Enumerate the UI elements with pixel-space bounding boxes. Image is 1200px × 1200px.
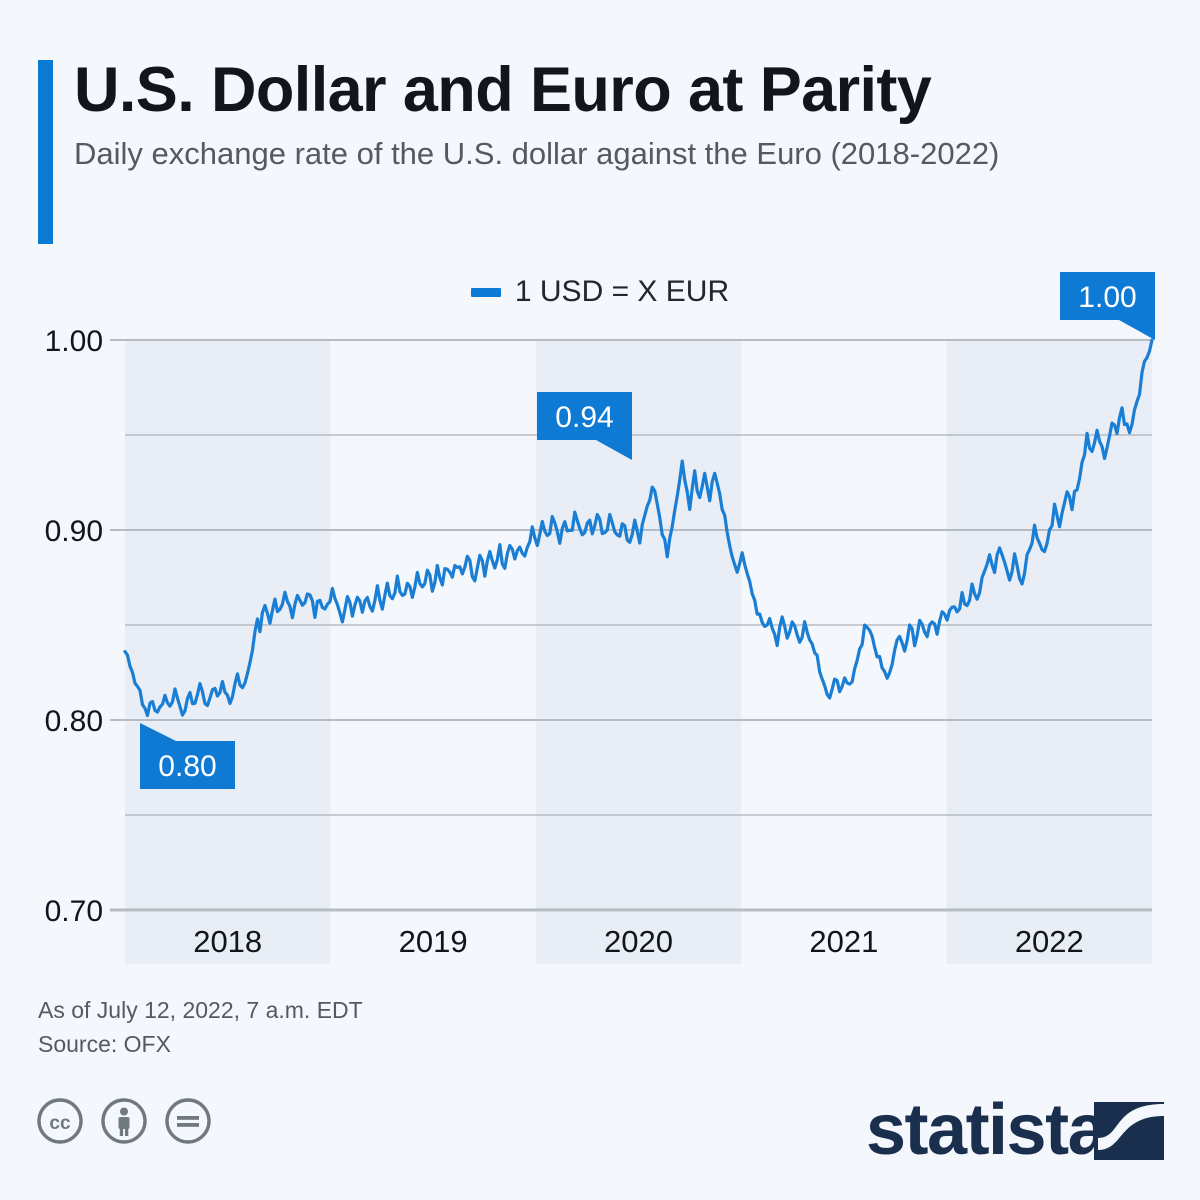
x-tick-label: 2021 xyxy=(809,924,878,959)
page-title: U.S. Dollar and Euro at Parity xyxy=(74,55,932,125)
y-axis-ticks: 0.70 0.80 0.90 1.00 xyxy=(45,325,125,928)
value-callouts: 0.800.941.00 xyxy=(140,272,1155,789)
license-icons: cc xyxy=(36,1097,212,1145)
statista-wordmark-icon: statista xyxy=(866,1090,1164,1170)
accent-bar xyxy=(38,60,53,244)
chart-legend: 1 USD = X EUR xyxy=(0,275,1200,309)
year-label-bands xyxy=(125,912,1152,964)
svg-text:cc: cc xyxy=(49,1113,71,1134)
callout-box xyxy=(140,741,235,789)
series-line-usd-eur xyxy=(123,338,1154,718)
value-callout: 0.94 xyxy=(537,392,632,460)
callout-tail xyxy=(596,440,632,460)
cc-icon[interactable]: cc xyxy=(36,1097,84,1145)
callout-tail xyxy=(1119,320,1155,340)
callout-label: 0.80 xyxy=(158,750,216,783)
cc-by-person-icon[interactable] xyxy=(100,1097,148,1145)
cc-nd-equals-icon[interactable] xyxy=(164,1097,212,1145)
y-tick-label: 0.70 xyxy=(45,895,103,928)
x-tick-label: 2022 xyxy=(1015,924,1084,959)
callout-label: 0.94 xyxy=(555,401,613,434)
legend-swatch-icon xyxy=(470,287,501,297)
value-callout: 0.80 xyxy=(140,723,235,789)
x-tick-label: 2020 xyxy=(604,924,673,959)
svg-text:statista: statista xyxy=(866,1090,1109,1170)
x-tick-label: 2019 xyxy=(399,924,468,959)
statista-mark-icon xyxy=(1094,1102,1164,1160)
year-bands xyxy=(125,340,1152,910)
x-tick-label: 2018 xyxy=(193,924,262,959)
source-text: Source: OFX xyxy=(38,1031,171,1058)
gridlines xyxy=(125,339,1152,816)
footer-notes: As of July 12, 2022, 7 a.m. EDT Source: … xyxy=(38,993,363,1061)
callout-tail xyxy=(140,723,176,741)
y-tick-label: 0.90 xyxy=(45,515,103,548)
legend-label: 1 USD = X EUR xyxy=(514,275,730,308)
page-subtitle: Daily exchange rate of the U.S. dollar a… xyxy=(74,136,1000,172)
as-of-text: As of July 12, 2022, 7 a.m. EDT xyxy=(38,997,363,1023)
y-tick-label: 0.80 xyxy=(45,705,103,738)
callout-box xyxy=(537,392,632,440)
header: U.S. Dollar and Euro at Parity Daily exc… xyxy=(38,55,1158,244)
x-axis-ticks: 2018 2019 2020 2021 2022 xyxy=(193,924,1084,959)
y-tick-label: 1.00 xyxy=(45,325,103,358)
statista-logo[interactable]: statista xyxy=(866,1090,1166,1176)
